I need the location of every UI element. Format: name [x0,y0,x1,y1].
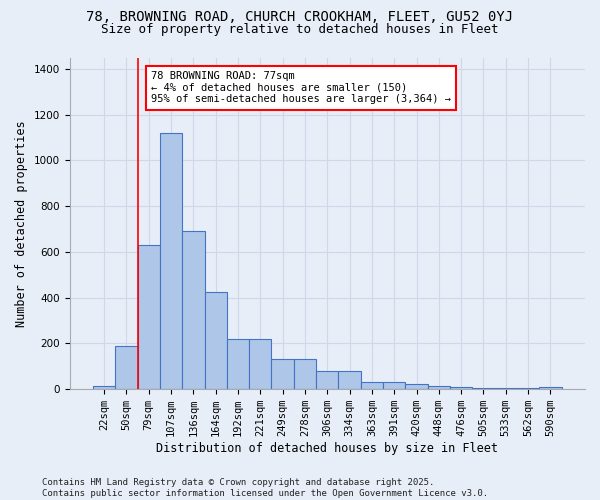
Bar [160,133,182,389]
Text: Size of property relative to detached houses in Fleet: Size of property relative to detached ho… [101,22,499,36]
Bar [494,388,517,389]
Bar [227,339,249,389]
Bar [271,360,294,389]
Bar [338,371,361,389]
Bar [115,346,137,389]
Bar [93,386,115,389]
Bar [472,388,494,389]
Bar [383,382,406,389]
Bar [406,384,428,389]
Bar [205,292,227,389]
Bar [249,339,271,389]
Bar [450,387,472,389]
Text: Contains HM Land Registry data © Crown copyright and database right 2025.
Contai: Contains HM Land Registry data © Crown c… [42,478,488,498]
X-axis label: Distribution of detached houses by size in Fleet: Distribution of detached houses by size … [156,442,498,455]
Text: 78 BROWNING ROAD: 77sqm
← 4% of detached houses are smaller (150)
95% of semi-de: 78 BROWNING ROAD: 77sqm ← 4% of detached… [151,71,451,104]
Bar [137,245,160,389]
Y-axis label: Number of detached properties: Number of detached properties [15,120,28,326]
Bar [539,387,562,389]
Bar [182,232,205,389]
Bar [294,360,316,389]
Bar [361,382,383,389]
Text: 78, BROWNING ROAD, CHURCH CROOKHAM, FLEET, GU52 0YJ: 78, BROWNING ROAD, CHURCH CROOKHAM, FLEE… [86,10,514,24]
Bar [316,371,338,389]
Bar [428,386,450,389]
Bar [517,388,539,389]
